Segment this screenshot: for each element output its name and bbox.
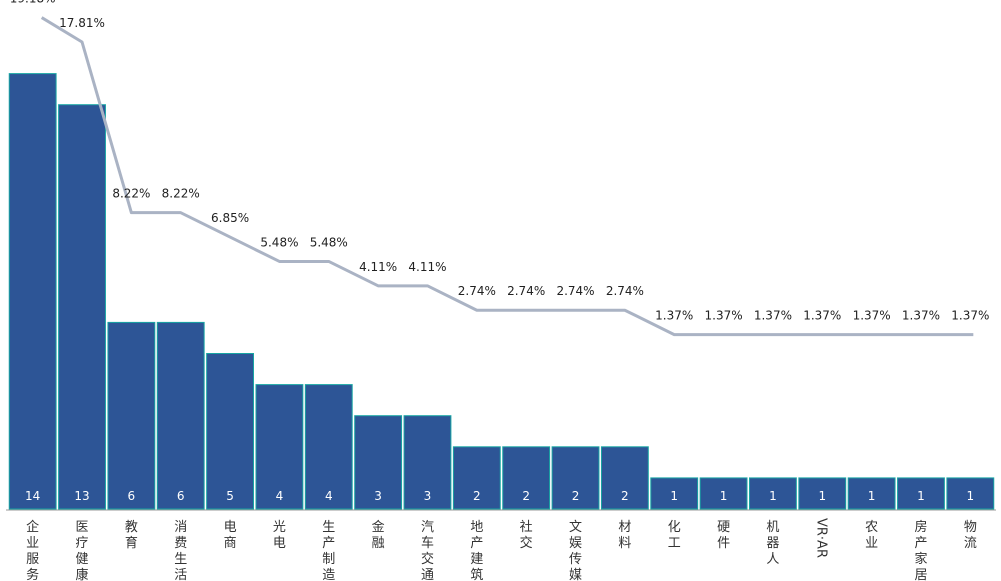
category-label-10: 社交 bbox=[520, 519, 533, 551]
share-label-11: 2.74% bbox=[556, 284, 594, 298]
bar-15 bbox=[749, 477, 797, 510]
category-label-2: 教育 bbox=[125, 519, 138, 551]
bar-10 bbox=[502, 446, 551, 510]
category-label-17: 农业 bbox=[865, 520, 878, 551]
bars-layer bbox=[8, 73, 995, 510]
category-label-3: 消费生活 bbox=[174, 520, 187, 581]
share-label-1: 17.81% bbox=[59, 16, 105, 30]
category-label-7: 金融 bbox=[372, 519, 385, 551]
share-label-2: 8.22% bbox=[112, 187, 150, 201]
share-label-7: 4.11% bbox=[359, 260, 397, 274]
bar-value-label-14: 1 bbox=[720, 489, 728, 503]
bar-6 bbox=[304, 384, 353, 510]
category-label-1: 医疗健康 bbox=[76, 520, 89, 581]
category-label-14: 硬件 bbox=[717, 520, 730, 551]
share-label-15: 1.37% bbox=[754, 309, 792, 323]
bar-value-label-1: 13 bbox=[74, 489, 89, 503]
share-label-8: 4.11% bbox=[408, 260, 446, 274]
bar-value-label-5: 4 bbox=[276, 489, 284, 503]
bar-3 bbox=[156, 321, 205, 510]
bar-8 bbox=[403, 415, 452, 510]
category-label-12: 材料 bbox=[618, 520, 631, 551]
bar-17 bbox=[847, 477, 896, 510]
bar-value-label-6: 4 bbox=[325, 489, 333, 503]
share-label-0: 19.18% bbox=[10, 0, 56, 6]
bar-16 bbox=[798, 477, 847, 510]
bar-value-label-8: 3 bbox=[424, 489, 432, 503]
share-label-4: 6.85% bbox=[211, 211, 249, 225]
share-label-12: 2.74% bbox=[606, 284, 644, 298]
share-label-5: 5.48% bbox=[260, 235, 298, 249]
share-label-19: 1.37% bbox=[951, 309, 989, 323]
bar-2 bbox=[107, 321, 156, 510]
bar-18 bbox=[897, 477, 945, 510]
bar-value-label-7: 3 bbox=[374, 489, 382, 503]
category-label-11: 文娱传媒 bbox=[569, 520, 582, 581]
share-label-10: 2.74% bbox=[507, 284, 545, 298]
bar-19 bbox=[946, 477, 995, 510]
category-label-16: VR·AR bbox=[813, 518, 828, 558]
bar-value-label-19: 1 bbox=[967, 489, 975, 503]
bar-value-label-10: 2 bbox=[522, 489, 530, 503]
share-label-16: 1.37% bbox=[803, 309, 841, 323]
bar-value-label-2: 6 bbox=[128, 489, 136, 503]
share-label-3: 8.22% bbox=[162, 187, 200, 201]
bar-value-label-18: 1 bbox=[917, 489, 925, 503]
bar-12 bbox=[600, 446, 649, 510]
bar-11 bbox=[551, 446, 600, 510]
bar-13 bbox=[650, 477, 699, 510]
share-label-9: 2.74% bbox=[458, 284, 496, 298]
category-label-6: 生产制造 bbox=[322, 520, 335, 581]
bar-9 bbox=[452, 446, 501, 510]
bar-0 bbox=[8, 73, 57, 510]
share-trend-line bbox=[40, 16, 974, 337]
share-label-14: 1.37% bbox=[705, 309, 743, 323]
bar-value-label-12: 2 bbox=[621, 489, 629, 503]
bar-value-label-15: 1 bbox=[769, 489, 777, 503]
labels-layer: 14企业服务19.18%13医疗健康17.81%6教育8.22%6消费生活8.2… bbox=[10, 0, 990, 581]
bar-14 bbox=[699, 477, 748, 510]
share-label-18: 1.37% bbox=[902, 309, 940, 323]
bar-value-label-11: 2 bbox=[572, 489, 580, 503]
bar-5 bbox=[255, 384, 304, 510]
category-label-15: 机器人 bbox=[766, 520, 779, 567]
share-label-13: 1.37% bbox=[655, 309, 693, 323]
category-label-9: 地产建筑 bbox=[470, 520, 483, 581]
share-label-17: 1.37% bbox=[853, 309, 891, 323]
category-label-0: 企业服务 bbox=[26, 519, 39, 581]
category-label-13: 化工 bbox=[668, 520, 681, 551]
bar-value-label-4: 5 bbox=[226, 489, 234, 503]
bar-value-label-3: 6 bbox=[177, 489, 185, 503]
bar-value-label-17: 1 bbox=[868, 489, 876, 503]
category-label-8: 汽车交通 bbox=[421, 520, 434, 581]
bar-value-label-13: 1 bbox=[670, 489, 678, 503]
bar-4 bbox=[206, 353, 254, 510]
bar-value-label-0: 14 bbox=[25, 489, 40, 503]
bar-1 bbox=[58, 104, 106, 510]
bar-value-label-16: 1 bbox=[818, 489, 826, 503]
category-label-4: 电商 bbox=[224, 520, 237, 551]
category-label-18: 房产家居 bbox=[914, 519, 927, 581]
bar-7 bbox=[354, 415, 403, 510]
category-label-5: 光电 bbox=[273, 520, 286, 551]
category-label-19: 物流 bbox=[964, 520, 977, 551]
bar-value-label-9: 2 bbox=[473, 489, 481, 503]
share-label-6: 5.48% bbox=[310, 235, 348, 249]
